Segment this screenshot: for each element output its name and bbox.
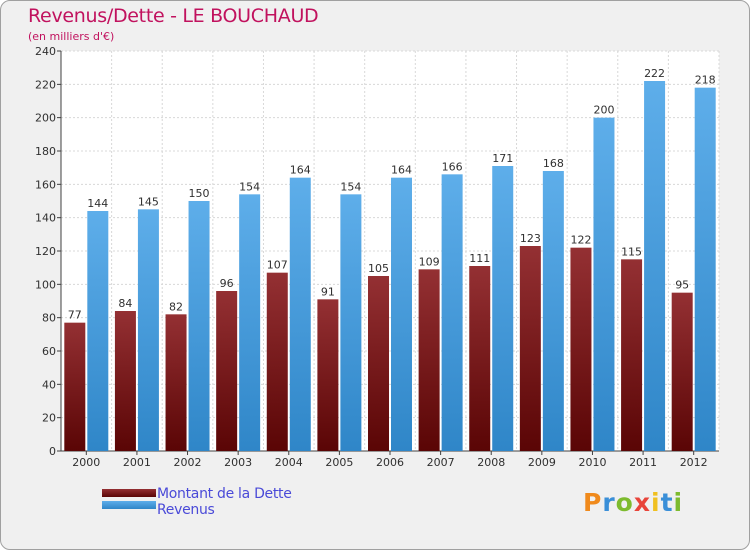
bar-dette [64, 322, 86, 451]
data-label-revenus: 150 [189, 187, 210, 200]
data-label-revenus: 145 [138, 195, 159, 208]
bar-dette [165, 314, 187, 451]
data-label-revenus: 166 [442, 160, 463, 173]
data-label-revenus: 144 [87, 197, 108, 210]
logo-letter: r [602, 488, 616, 517]
data-label-dette: 109 [419, 255, 440, 268]
x-tick-label: 2007 [427, 456, 455, 469]
data-label-revenus: 164 [391, 164, 412, 177]
y-tick-label: 140 [35, 212, 56, 225]
data-label-dette: 111 [469, 252, 490, 265]
x-tick-label: 2009 [528, 456, 556, 469]
data-label-revenus: 164 [290, 164, 311, 177]
bar-dette [368, 276, 389, 451]
bar-dette [519, 246, 541, 451]
y-tick-label: 40 [42, 378, 56, 391]
data-label-revenus: 171 [492, 152, 513, 165]
y-tick-label: 20 [42, 412, 56, 425]
bar-revenus [340, 194, 362, 452]
y-tick-label: 160 [35, 178, 56, 191]
y-tick-label: 60 [42, 345, 56, 358]
logo-letter: i [673, 488, 684, 517]
data-label-dette: 122 [570, 234, 591, 247]
proxiti-logo: Proxiti [583, 488, 683, 517]
x-tick-label: 2003 [224, 456, 252, 469]
bar-revenus [644, 81, 666, 451]
data-label-dette: 82 [169, 300, 183, 313]
bar-revenus [542, 171, 564, 451]
bar-dette [621, 259, 643, 451]
bar-dette [418, 269, 440, 451]
legend-swatch-dette [102, 489, 156, 497]
bar-revenus [239, 194, 261, 452]
data-label-dette: 95 [675, 279, 689, 292]
data-label-dette: 91 [321, 285, 335, 298]
data-label-revenus: 154 [340, 180, 361, 193]
logo-letter: i [651, 488, 661, 517]
legend-swatch-revenus [102, 501, 156, 509]
data-label-revenus: 222 [644, 67, 665, 80]
bar-dette [469, 266, 491, 451]
legend-label-revenus: Revenus [157, 502, 215, 518]
bar-revenus [441, 174, 463, 452]
bar-revenus [593, 117, 615, 452]
data-label-dette: 107 [267, 259, 288, 272]
data-label-dette: 77 [68, 309, 82, 322]
y-tick-label: 120 [35, 245, 56, 258]
bars [64, 81, 716, 452]
y-tick-label: 240 [35, 45, 56, 58]
bar-revenus [694, 87, 716, 452]
data-label-dette: 115 [621, 245, 642, 258]
bar-dette [114, 311, 136, 451]
x-tick-label: 2010 [578, 456, 606, 469]
x-tick-label: 2012 [680, 456, 708, 469]
x-tick-label: 2001 [123, 456, 151, 469]
bar-revenus [289, 177, 311, 451]
y-tick-label: 0 [49, 445, 56, 458]
data-label-revenus: 154 [239, 180, 260, 193]
logo-letter: o [615, 488, 634, 517]
logo-letter: x [633, 488, 651, 517]
chart-subtitle: (en milliers d'€) [28, 30, 115, 43]
bar-revenus [492, 166, 514, 451]
data-labels: 77 144 84 145 82 150 96 154 107 164 91 154 105 164 109… [68, 67, 716, 322]
y-tick-label: 100 [35, 278, 56, 291]
bar-dette [570, 247, 592, 451]
data-label-revenus: 218 [695, 74, 716, 87]
x-tick-label: 2005 [325, 456, 353, 469]
x-tick-label: 2002 [174, 456, 202, 469]
bar-dette [317, 299, 339, 451]
data-label-dette: 96 [220, 277, 234, 290]
y-tick-label: 180 [35, 145, 56, 158]
x-tick-label: 2011 [629, 456, 657, 469]
bar-revenus [137, 209, 159, 451]
data-label-dette: 84 [118, 297, 132, 310]
y-tick-label: 200 [35, 112, 56, 125]
bar-dette [671, 292, 693, 451]
chart-title: Revenus/Dette - LE BOUCHAUD [28, 5, 319, 27]
data-label-dette: 105 [368, 262, 389, 275]
bar-revenus [391, 177, 412, 451]
x-tick-label: 2004 [275, 456, 303, 469]
bar-revenus [87, 211, 109, 451]
x-tick-label: 2008 [477, 456, 505, 469]
y-tick-label: 220 [35, 78, 56, 91]
data-label-dette: 123 [520, 232, 541, 245]
y-tick-label: 80 [42, 312, 56, 325]
bar-dette [266, 272, 288, 451]
x-tick-label: 2006 [376, 456, 404, 469]
logo-letter: P [583, 488, 603, 517]
legend-label-dette: Montant de la Dette [157, 486, 292, 502]
x-tick-label: 2000 [72, 456, 100, 469]
data-label-revenus: 168 [543, 157, 564, 170]
bar-revenus [188, 201, 210, 451]
data-label-revenus: 200 [593, 104, 614, 117]
logo-letter: t [660, 488, 674, 517]
bar-dette [216, 291, 238, 451]
